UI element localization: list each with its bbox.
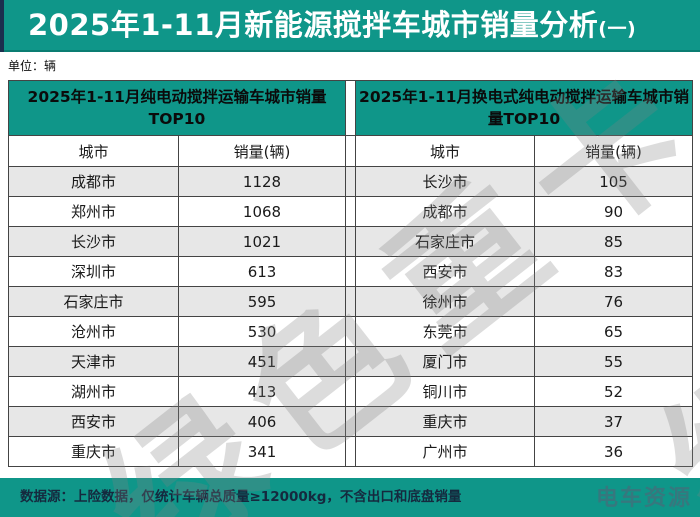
table-row: 成都市 1128 长沙市 105 <box>8 166 694 197</box>
table-row: 天津市 451 厦门市 55 <box>8 346 694 377</box>
city-cell: 东莞市 <box>355 316 536 347</box>
table-row: 湖州市 413 铜川市 52 <box>8 376 694 407</box>
table-row: 长沙市 1021 石家庄市 85 <box>8 226 694 257</box>
sales-cell: 37 <box>534 406 694 437</box>
city-cell: 广州市 <box>355 436 536 467</box>
left-table-title: 2025年1-11月纯电动搅拌运输车城市销量TOP10 <box>7 80 347 136</box>
footer-bar: 数据源：上险数据，仅统计车辆总质量≥12000kg，不含出口和底盘销量 电车资源 <box>0 478 700 517</box>
sales-cell: 85 <box>534 226 694 257</box>
table-gap <box>345 226 357 257</box>
sales-cell: 613 <box>177 256 347 287</box>
data-source-note: 数据源：上险数据，仅统计车辆总质量≥12000kg，不含出口和底盘销量 <box>20 489 462 505</box>
sales-cell: 52 <box>534 376 694 407</box>
brand-logo: 电车资源 <box>595 486 692 511</box>
right-table-title: 2025年1-11月换电式纯电动搅拌运输车城市销量TOP10 <box>355 80 694 136</box>
city-cell: 成都市 <box>355 196 536 227</box>
right-sales-column-header: 销量(辆) <box>534 135 694 167</box>
sales-cell: 406 <box>177 406 347 437</box>
city-cell: 铜川市 <box>355 376 536 407</box>
city-cell: 成都市 <box>8 166 179 197</box>
table-gap <box>345 80 357 136</box>
table-row: 沧州市 530 东莞市 65 <box>8 316 694 347</box>
column-header-row: 城市 销量(辆) 城市 销量(辆) <box>8 135 694 167</box>
table-gap <box>345 406 357 437</box>
page-title: 2025年1-11月新能源搅拌车城市销量分析(一) <box>28 0 636 52</box>
sales-cell: 1021 <box>177 226 347 257</box>
right-city-column-header: 城市 <box>355 135 536 167</box>
sales-cell: 1068 <box>177 196 347 227</box>
city-cell: 沧州市 <box>8 316 179 347</box>
sales-cell: 55 <box>534 346 694 377</box>
table-row: 重庆市 341 广州市 36 <box>8 436 694 467</box>
city-cell: 重庆市 <box>8 436 179 467</box>
table-gap <box>345 166 357 197</box>
city-cell: 长沙市 <box>8 226 179 257</box>
table-title-row: 2025年1-11月纯电动搅拌运输车城市销量TOP10 2025年1-11月换电… <box>7 80 694 136</box>
city-cell: 西安市 <box>355 256 536 287</box>
city-cell: 深圳市 <box>8 256 179 287</box>
table-gap <box>345 286 357 317</box>
table-gap <box>345 256 357 287</box>
left-city-column-header: 城市 <box>8 135 179 167</box>
sales-cell: 76 <box>534 286 694 317</box>
city-cell: 厦门市 <box>355 346 536 377</box>
sales-cell: 36 <box>534 436 694 467</box>
table-row: 郑州市 1068 成都市 90 <box>8 196 694 227</box>
page-title-main: 2025年1-11月新能源搅拌车城市销量分析 <box>28 8 599 42</box>
table-gap <box>345 436 357 467</box>
table-gap <box>345 376 357 407</box>
sales-cell: 451 <box>177 346 347 377</box>
table-row: 西安市 406 重庆市 37 <box>8 406 694 437</box>
city-cell: 西安市 <box>8 406 179 437</box>
table-gap <box>345 316 357 347</box>
table-gap <box>345 196 357 227</box>
unit-label: 单位：辆 <box>8 59 57 73</box>
sales-tables: 2025年1-11月纯电动搅拌运输车城市销量TOP10 2025年1-11月换电… <box>7 80 694 467</box>
title-accent-strip <box>0 0 4 52</box>
city-cell: 石家庄市 <box>355 226 536 257</box>
left-sales-column-header: 销量(辆) <box>177 135 347 167</box>
table-row: 深圳市 613 西安市 83 <box>8 256 694 287</box>
sales-cell: 90 <box>534 196 694 227</box>
table-gap <box>345 346 357 377</box>
sales-cell: 83 <box>534 256 694 287</box>
sales-cell: 341 <box>177 436 347 467</box>
table-gap <box>345 135 357 167</box>
table-row: 石家庄市 595 徐州市 76 <box>8 286 694 317</box>
sales-cell: 65 <box>534 316 694 347</box>
page-title-suffix: (一) <box>598 18 637 40</box>
city-sales-table: 2025年1-11月纯电动搅拌运输车城市销量TOP10 2025年1-11月换电… <box>7 80 694 467</box>
sales-cell: 105 <box>534 166 694 197</box>
city-cell: 石家庄市 <box>8 286 179 317</box>
sales-cell: 595 <box>177 286 347 317</box>
sales-cell: 1128 <box>177 166 347 197</box>
title-bar: 2025年1-11月新能源搅拌车城市销量分析(一) <box>0 0 700 52</box>
city-cell: 郑州市 <box>8 196 179 227</box>
sales-cell: 413 <box>177 376 347 407</box>
city-cell: 长沙市 <box>355 166 536 197</box>
city-cell: 天津市 <box>8 346 179 377</box>
city-cell: 湖州市 <box>8 376 179 407</box>
city-cell: 徐州市 <box>355 286 536 317</box>
sales-cell: 530 <box>177 316 347 347</box>
city-cell: 重庆市 <box>355 406 536 437</box>
